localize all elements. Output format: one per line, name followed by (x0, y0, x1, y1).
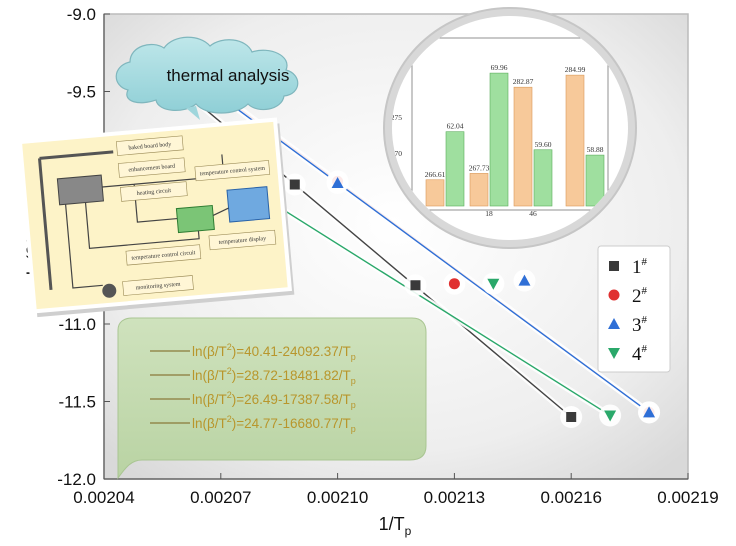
x-tick-label: 0.00210 (307, 488, 368, 507)
inset-bar-orange (469, 173, 489, 207)
callout-label: thermal analysis (167, 66, 290, 85)
diagram-box-label: temperature control circuit (131, 250, 196, 262)
data-points (237, 170, 661, 428)
legend-marker-4 (608, 348, 620, 359)
y-tick-label: -9.5 (67, 83, 96, 102)
legend-marker-1 (609, 261, 619, 271)
inset-bar-value: 69.96 (491, 63, 508, 72)
x-tick-label: 0.00219 (657, 488, 718, 507)
diagram-box-label: monitoring system (136, 282, 182, 292)
legend-marker-3 (608, 318, 620, 329)
data-point-2 (448, 278, 460, 290)
y-tick-label: -12.0 (57, 470, 96, 489)
equation-text: ln(β/T2)=28.72-18481.82/Tp (192, 366, 356, 386)
x-tick-label: 0.00213 (424, 488, 485, 507)
inset-bar-orange (565, 74, 585, 207)
inset-group-label: 46 (529, 209, 537, 218)
inset-bar-green (533, 149, 553, 207)
x-tick-label: 0.00207 (190, 488, 251, 507)
legend-label: 1# (632, 256, 648, 278)
inset-bar-value: 62.04 (447, 122, 464, 131)
diagram-box-label: enhancement board (128, 164, 175, 174)
legend-label: 4# (632, 343, 648, 365)
thermal-analysis-callout: thermal analysis (115, 36, 299, 120)
data-point-3 (331, 176, 344, 188)
equation-text: ln(β/T2)=40.41-24092.37/Tp (192, 342, 356, 362)
inset-bar-green (445, 131, 465, 207)
inset-bar-value: 266.61 (425, 170, 446, 179)
legend: 1# 2# 3# 4# (597, 245, 671, 373)
x-axis: 0.00204 0.00207 0.00210 0.00213 0.00216 0.002… (73, 473, 719, 507)
diagram-box-label: temperature display (219, 236, 267, 246)
equation-text: ln(β/T2)=24.77-16680.77/Tp (192, 414, 356, 434)
inset-bar-value: 58.88 (587, 145, 604, 154)
inset-bar-value: 267.73 (469, 163, 490, 172)
y-tick-label: -11.0 (59, 315, 97, 334)
x-axis-label: 1/Tp (379, 514, 412, 538)
inset-y-tick: 270 (391, 149, 403, 158)
data-point-1 (410, 280, 421, 291)
legend-marker-2 (608, 289, 620, 301)
data-point-3 (518, 274, 531, 286)
y-tick-label: -9.0 (67, 5, 96, 24)
y-tick-label: -11.5 (59, 393, 97, 412)
equations-box: ln(β/T2)=40.41-24092.37/Tp ln(β/T2)=28.72… (117, 317, 427, 480)
inset-group-label: 18 (485, 209, 493, 218)
inset-y-tick: 275 (391, 113, 403, 122)
inset-bar-green (489, 72, 509, 207)
equation-text: ln(β/T2)=26.49-17387.58/Tp (192, 390, 356, 410)
x-tick-label: 0.00204 (73, 488, 134, 507)
data-point-3 (643, 406, 656, 418)
inset-bar-value: 284.99 (565, 65, 586, 74)
data-point-4 (487, 278, 500, 290)
inset-bar-value: 282.87 (513, 77, 534, 86)
legend-label: 3# (632, 314, 648, 336)
inset-bar-green (585, 154, 605, 207)
x-tick-label: 0.00216 (540, 488, 601, 507)
schematic-inset: baked board body enhancement board heati… (17, 117, 295, 318)
diagram-box-label: baked board body (128, 142, 171, 152)
data-point-1 (566, 412, 577, 422)
diagram-box-label: heating circuit (136, 188, 171, 197)
data-point-4 (604, 410, 617, 422)
legend-label: 2# (632, 285, 648, 307)
inset-bar-orange (425, 179, 445, 207)
diagram-box-label: temperature control system (200, 166, 266, 178)
inset-bar-chart: 280275270 266.6162.04267.7369.96282.8759… (383, 7, 637, 249)
inset-bar-value: 59.60 (535, 140, 552, 149)
data-point-1 (289, 179, 300, 190)
inset-bar-orange (513, 86, 533, 207)
